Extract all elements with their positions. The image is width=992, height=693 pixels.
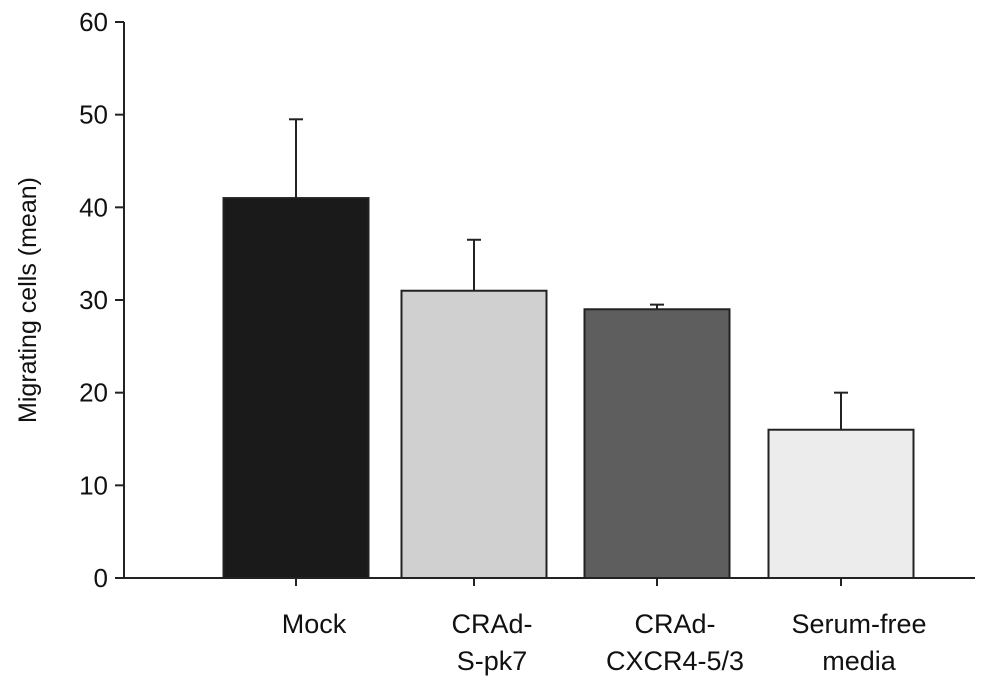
y-tick-label: 0	[94, 563, 108, 593]
bar	[767, 428, 915, 579]
y-axis-title: Migrating cells (mean)	[14, 177, 42, 423]
y-tick-label: 10	[79, 470, 108, 500]
bar	[222, 197, 370, 579]
y-tick-label: 30	[79, 285, 108, 315]
labels: Migrating cells (mean) Mock CRAd- S-pk7 CRAd…	[14, 177, 927, 676]
category-label: Serum-free	[791, 609, 926, 639]
category-label: S-pk7	[457, 646, 528, 676]
bar	[400, 289, 548, 579]
y-tick-label: 20	[79, 378, 108, 408]
bars	[222, 197, 915, 579]
y-tick-label: 40	[79, 192, 108, 222]
category-label: CRAd-	[451, 609, 532, 639]
y-tick-label: 60	[79, 7, 108, 37]
error-bars	[289, 118, 848, 430]
bar	[583, 308, 731, 579]
y-tick-label: 50	[79, 100, 108, 130]
category-label: CRAd-	[634, 609, 715, 639]
category-label: CXCR4-5/3	[606, 646, 744, 676]
category-label: media	[822, 646, 897, 676]
category-label: Mock	[282, 609, 347, 639]
